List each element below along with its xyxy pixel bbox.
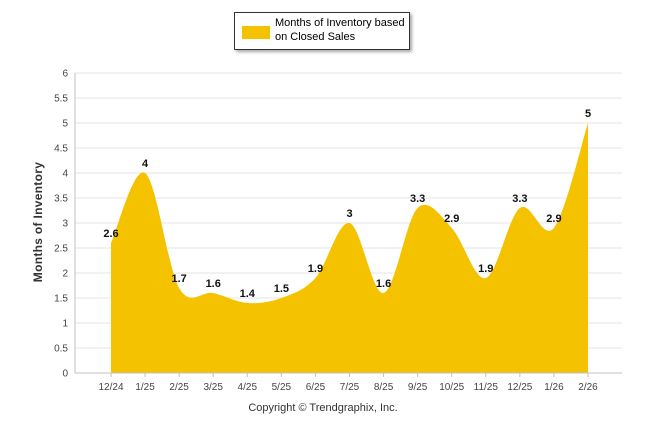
x-tick-label: 6/25 bbox=[306, 382, 326, 393]
data-label: 2.9 bbox=[444, 213, 459, 225]
y-tick-label: 5.5 bbox=[54, 94, 68, 105]
x-tick-label: 7/25 bbox=[340, 382, 360, 393]
y-tick-label: 0 bbox=[62, 369, 68, 380]
area-series bbox=[111, 123, 588, 373]
copyright-text: Copyright © Trendgraphix, Inc. bbox=[248, 402, 398, 414]
data-label: 1.7 bbox=[171, 273, 186, 285]
x-tick-label: 11/25 bbox=[474, 382, 499, 393]
y-tick-label: 6 bbox=[62, 69, 68, 80]
x-tick-label: 4/25 bbox=[238, 382, 258, 393]
data-label: 1.5 bbox=[274, 283, 289, 295]
data-label: 3 bbox=[346, 208, 352, 220]
y-tick-label: 2.5 bbox=[54, 244, 68, 255]
x-tick-label: 10/25 bbox=[439, 382, 464, 393]
data-label: 1.6 bbox=[376, 278, 391, 290]
data-label: 1.9 bbox=[308, 263, 323, 275]
data-label: 3.3 bbox=[512, 193, 527, 205]
x-tick-label: 2/25 bbox=[169, 382, 189, 393]
data-label: 3.3 bbox=[410, 193, 425, 205]
y-axis-title: Months of Inventory bbox=[31, 161, 45, 283]
y-tick-label: 5 bbox=[62, 119, 68, 130]
x-tick-label: 1/26 bbox=[544, 382, 564, 393]
data-label: 5 bbox=[585, 108, 591, 120]
data-label: 1.9 bbox=[478, 263, 493, 275]
y-tick-label: 1.5 bbox=[54, 294, 68, 305]
x-tick-label: 8/25 bbox=[374, 382, 394, 393]
y-tick-label: 4 bbox=[62, 169, 68, 180]
x-tick-label: 1/25 bbox=[135, 382, 155, 393]
data-label: 1.6 bbox=[206, 278, 221, 290]
data-label: 4 bbox=[142, 158, 149, 170]
legend: Months of Inventory based on Closed Sale… bbox=[234, 12, 410, 50]
data-label: 2.6 bbox=[103, 228, 118, 240]
y-tick-label: 3 bbox=[62, 219, 68, 230]
y-tick-label: 4.5 bbox=[54, 144, 68, 155]
legend-swatch bbox=[242, 26, 270, 39]
y-tick-label: 3.5 bbox=[54, 194, 68, 205]
legend-label: Months of Inventory based on Closed Sale… bbox=[275, 17, 405, 43]
data-label: 1.4 bbox=[240, 288, 256, 300]
y-tick-label: 1 bbox=[62, 319, 68, 330]
x-tick-label: 5/25 bbox=[272, 382, 292, 393]
x-tick-label: 2/26 bbox=[578, 382, 598, 393]
y-tick-label: 2 bbox=[62, 269, 68, 280]
x-tick-label: 12/24 bbox=[98, 382, 123, 393]
y-tick-label: 0.5 bbox=[54, 344, 68, 355]
x-tick-label: 3/25 bbox=[203, 382, 223, 393]
x-tick-label: 12/25 bbox=[507, 382, 532, 393]
data-label: 2.9 bbox=[546, 213, 561, 225]
x-tick-label: 9/25 bbox=[408, 382, 428, 393]
